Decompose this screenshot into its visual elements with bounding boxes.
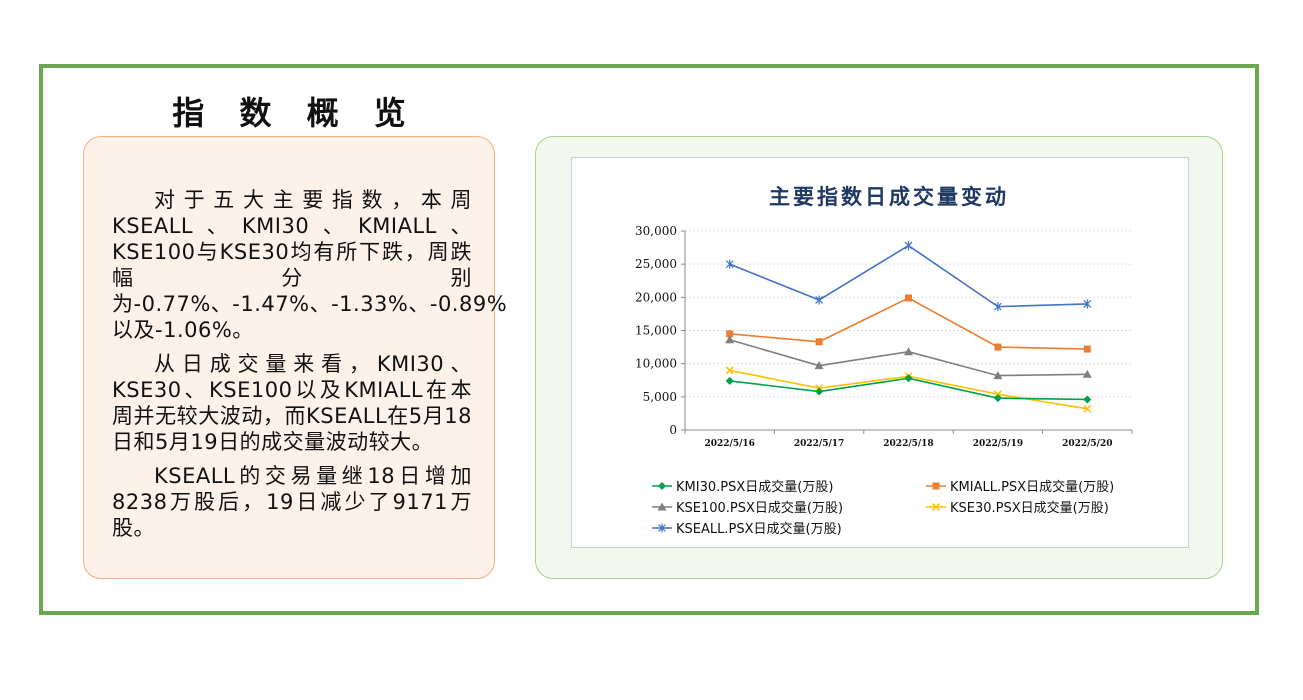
data-point — [904, 241, 913, 251]
legend-swatch — [652, 481, 672, 490]
legend-swatch — [926, 502, 946, 511]
legend-item: KMI30.PSX日成交量(万股) — [652, 476, 926, 495]
data-point — [725, 366, 734, 375]
line-chart: 主要指数日成交量变动 0 5,000 10,000 15,000 20,000 25,00… — [635, 184, 1133, 449]
legend-item: KSE30.PSX日成交量(万股) — [926, 497, 1172, 516]
summary-text-panel: 对于五大主要指数，本周KSEALL、KMI30、KMIALL、KSE100与KS… — [83, 136, 508, 579]
data-point — [1083, 299, 1092, 309]
data-point — [905, 294, 912, 302]
series-2 — [726, 294, 1091, 353]
data-point — [725, 259, 734, 269]
chart-title: 主要指数日成交量变动 — [769, 184, 1009, 209]
legend-item: KSEALL.PSX日成交量(万股) — [652, 518, 926, 537]
data-point — [904, 347, 913, 356]
chart-series — [725, 241, 1092, 413]
chart-axes: 0 5,000 10,000 15,000 20,000 25,000 30,000 2022… — [635, 224, 1133, 449]
legend-label: KMIALL.PSX日成交量(万股) — [950, 480, 1115, 495]
summary-paragraph-1: 对于五大主要指数，本周KSEALL、KMI30、KMIALL、KSE100与KS… — [112, 188, 508, 342]
y-tick-label: 0 — [669, 423, 677, 437]
data-point — [815, 295, 824, 305]
data-point — [993, 302, 1002, 312]
legend-marker — [658, 481, 666, 490]
data-point — [725, 376, 734, 385]
legend-marker — [657, 502, 667, 510]
legend-label: KSEALL.PSX日成交量(万股) — [676, 522, 842, 537]
data-point — [1083, 345, 1091, 353]
legend-marker — [658, 523, 666, 532]
data-point — [1083, 404, 1092, 413]
page-title: 指 数 概 览 — [172, 94, 418, 132]
data-point — [1082, 369, 1092, 378]
data-point — [904, 374, 913, 383]
legend-label: KSE30.PSX日成交量(万股) — [950, 501, 1109, 516]
x-tick-label: 2022/5/17 — [794, 439, 844, 449]
data-point — [815, 387, 824, 396]
y-tick-label: 5,000 — [643, 390, 677, 404]
data-point — [725, 335, 735, 344]
summary-paragraph-2: 从日成交量来看，KMI30、KSE30、KSE100以及KMIALL在本周并无较… — [112, 352, 472, 454]
x-tick-label: 2022/5/16 — [704, 439, 754, 449]
y-tick-label: 15,000 — [635, 324, 677, 338]
series-3 — [725, 335, 1092, 380]
data-point — [815, 338, 823, 346]
data-point — [814, 361, 824, 370]
data-point — [1083, 395, 1092, 404]
data-point — [726, 330, 734, 338]
y-tick-label: 20,000 — [635, 290, 677, 304]
y-tick-label: 10,000 — [635, 357, 677, 371]
series-line — [729, 339, 1088, 377]
series-1 — [725, 374, 1092, 404]
legend-item: KMIALL.PSX日成交量(万股) — [926, 476, 1172, 495]
legend-label: KMI30.PSX日成交量(万股) — [676, 480, 834, 495]
chart-gridlines — [685, 230, 1132, 398]
data-point — [993, 394, 1002, 403]
x-tick-label: 2022/5/19 — [973, 439, 1023, 449]
y-tick-label: 25,000 — [635, 257, 677, 271]
summary-paragraph-3: KSEALL的交易量继18日增加8238万股后，19日减少了9171万股。 — [112, 464, 472, 540]
chart-legend: KMI30.PSX日成交量(万股) KMIALL.PSX日成交量(万股) KSE10… — [652, 476, 1172, 537]
series-5 — [725, 241, 1092, 312]
x-tick-label: 2022/5/20 — [1062, 439, 1112, 449]
series-4 — [725, 366, 1092, 413]
x-tick-label: 2022/5/18 — [883, 439, 933, 449]
chart-container: 主要指数日成交量变动 0 5,000 10,000 15,000 20,000 25,00… — [571, 157, 1189, 548]
data-point — [993, 371, 1003, 380]
data-point — [994, 343, 1002, 351]
legend-item: KSE100.PSX日成交量(万股) — [652, 497, 926, 516]
legend-marker — [931, 502, 941, 511]
y-tick-label: 30,000 — [635, 224, 677, 238]
legend-marker — [932, 482, 940, 489]
legend-swatch — [926, 482, 946, 489]
legend-label: KSE100.PSX日成交量(万股) — [676, 501, 844, 516]
legend-swatch — [652, 523, 672, 532]
legend-swatch — [652, 502, 672, 510]
